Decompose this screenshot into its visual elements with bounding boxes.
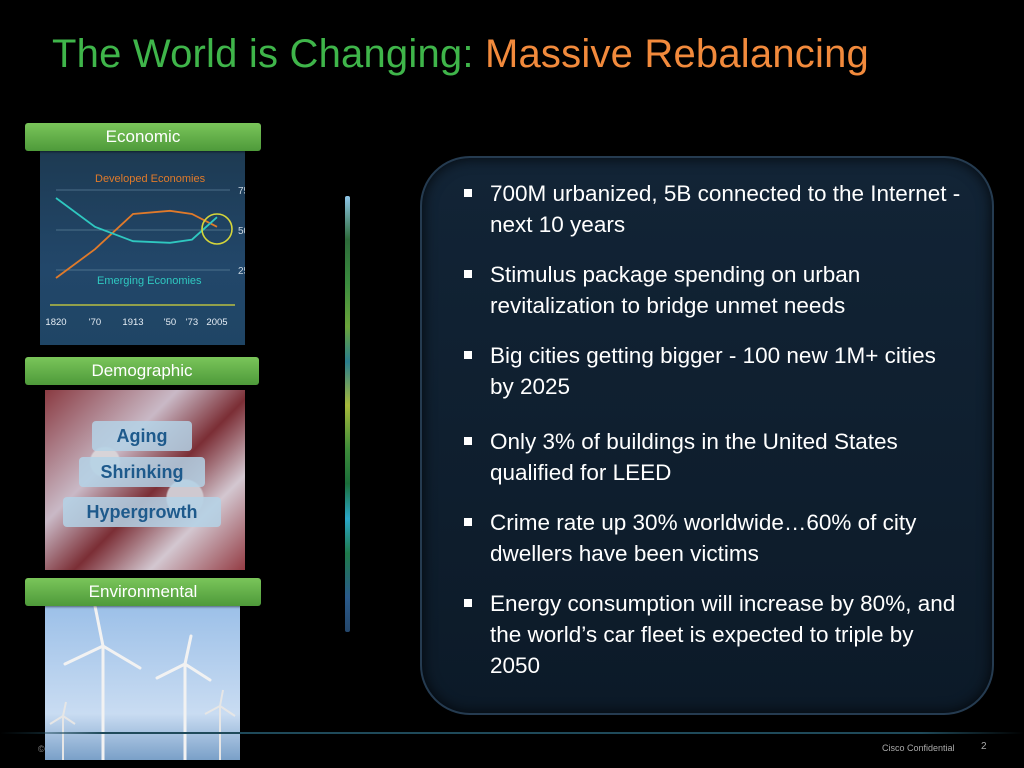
bullet-panel: 700M urbanized, 5B connected to the Inte… xyxy=(420,156,994,715)
x-tick-label: '70 xyxy=(89,317,101,328)
wind-turbines-image xyxy=(49,606,236,760)
title-part-green: The World is Changing: xyxy=(52,32,485,76)
x-tick-label: '73 xyxy=(186,317,198,328)
bullet-square-icon xyxy=(464,599,472,607)
slide-title: The World is Changing: Massive Rebalanci… xyxy=(52,32,869,77)
bullet-square-icon xyxy=(464,437,472,445)
footer-confidential: Cisco Confidential xyxy=(882,743,955,753)
bullet-square-icon xyxy=(464,189,472,197)
economic-chart-panel: 75 50 25 1820 '70 1913 '50 '73 2005 Developed E… xyxy=(40,150,250,345)
decorative-vertical-bar xyxy=(345,196,350,632)
tag-hypergrowth: Hypergrowth xyxy=(63,497,221,527)
series-line xyxy=(55,209,218,279)
bullet-list: 700M urbanized, 5B connected to the Inte… xyxy=(462,178,962,700)
footer-divider xyxy=(0,732,1024,734)
x-tick-label: 1820 xyxy=(45,317,66,328)
series-label-developed: Developed Economies xyxy=(95,173,206,185)
y-tick-label: 25 xyxy=(238,266,245,277)
economic-label: Economic xyxy=(25,123,261,151)
tag-aging: Aging xyxy=(92,421,192,451)
highlight-circle xyxy=(201,213,233,245)
bullet-square-icon xyxy=(464,351,472,359)
series-line xyxy=(55,197,218,244)
x-tick-label: '50 xyxy=(164,317,176,328)
bullet-item: Crime rate up 30% worldwide…60% of city … xyxy=(462,507,962,569)
bullet-square-icon xyxy=(464,270,472,278)
title-part-orange: Massive Rebalancing xyxy=(484,32,869,76)
x-tick-label: 1913 xyxy=(122,317,143,328)
environmental-photo xyxy=(45,606,240,760)
page-number: 2 xyxy=(981,741,987,752)
demographic-label: Demographic xyxy=(25,357,259,385)
bullet-item: Big cities getting bigger - 100 new 1M+ … xyxy=(462,340,962,402)
bullet-item: Stimulus package spending on urban revit… xyxy=(462,259,962,321)
bullet-item: Only 3% of buildings in the United State… xyxy=(462,426,962,488)
series-label-emerging: Emerging Economies xyxy=(97,275,202,287)
y-tick-label: 50 xyxy=(238,226,245,237)
environmental-label: Environmental xyxy=(25,578,261,606)
x-tick-label: 2005 xyxy=(206,317,227,328)
tag-shrinking: Shrinking xyxy=(79,457,205,487)
economic-chart: 75 50 25 1820 '70 1913 '50 '73 2005 Developed E… xyxy=(45,173,249,328)
footer-copyright: © xyxy=(38,744,45,754)
bullet-square-icon xyxy=(464,518,472,526)
bullet-item: Energy consumption will increase by 80%,… xyxy=(462,588,962,681)
bullet-item: 700M urbanized, 5B connected to the Inte… xyxy=(462,178,962,240)
y-tick-label: 75 xyxy=(238,186,245,197)
